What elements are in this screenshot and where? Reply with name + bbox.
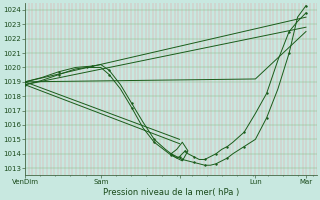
X-axis label: Pression niveau de la mer( hPa ): Pression niveau de la mer( hPa ) <box>103 188 239 197</box>
